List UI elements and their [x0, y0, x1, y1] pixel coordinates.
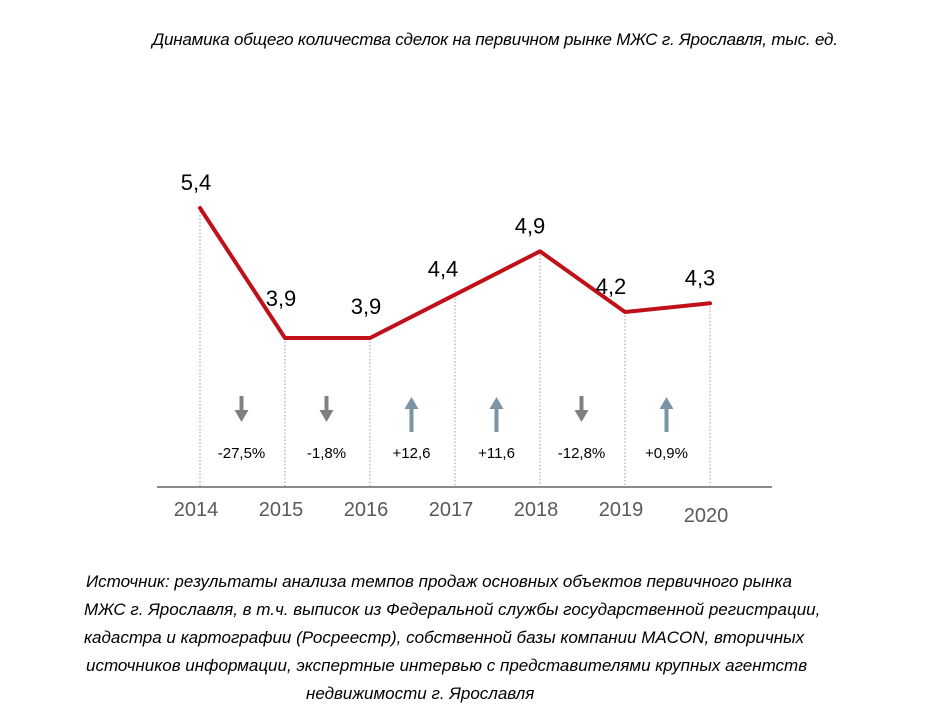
x-tick-label: 2019: [599, 499, 644, 521]
data-label: 5,4: [181, 170, 212, 195]
change-label: +0,9%: [645, 445, 688, 462]
x-tick-label: 2014: [174, 499, 219, 521]
source-line: Источник: результаты анализа темпов прод…: [86, 572, 792, 591]
up-arrow: [494, 408, 499, 432]
x-tick-label: 2017: [429, 499, 474, 521]
data-label: 4,2: [596, 274, 627, 299]
change-label: -12,8%: [558, 445, 606, 462]
data-label: 3,9: [351, 294, 382, 319]
source-line: источников информации, экспертные интерв…: [86, 656, 808, 675]
x-tick-label: 2016: [344, 499, 389, 521]
down-arrow: [324, 396, 329, 412]
source-line: кадастра и картографии (Росреестр), собс…: [84, 628, 805, 647]
series-line: [198, 206, 712, 340]
source-line: недвижимости г. Ярославля: [306, 684, 535, 703]
source-note: Источник: результаты анализа темпов прод…: [60, 568, 920, 708]
chart-title-text: Динамика общего количества сделок на пер…: [152, 30, 838, 49]
down-arrow-head: [319, 410, 334, 422]
data-label: 4,4: [428, 257, 459, 282]
line-chart: 5,4 3,9 3,9 4,4 4,9 4,2 4,3 2014 2015 2016 2017 201…: [157, 170, 772, 527]
chart-title: Динамика общего количества сделок на пер…: [0, 30, 952, 50]
x-tick-label: 2020: [684, 505, 729, 527]
x-tick-label: 2015: [259, 499, 304, 521]
change-label: +12,6: [393, 445, 431, 462]
change-label: +11,6: [478, 445, 515, 462]
up-arrow-head: [659, 397, 674, 409]
data-label: 4,9: [515, 213, 546, 238]
data-label: 4,3: [685, 265, 716, 290]
down-arrow-head: [574, 410, 589, 422]
up-arrow-head: [489, 397, 504, 409]
data-label: 3,9: [266, 286, 297, 311]
up-arrow: [409, 408, 414, 432]
up-arrow-head: [404, 397, 419, 409]
down-arrow: [579, 396, 584, 412]
down-arrow: [239, 396, 244, 412]
down-arrow-head: [234, 410, 249, 422]
up-arrow: [664, 408, 669, 432]
x-tick-label: 2018: [514, 499, 559, 521]
change-label: -1,8%: [307, 445, 346, 462]
change-label: -27,5%: [218, 445, 266, 462]
source-line: МЖС г. Ярославля, в т.ч. выписок из Феде…: [84, 600, 821, 619]
